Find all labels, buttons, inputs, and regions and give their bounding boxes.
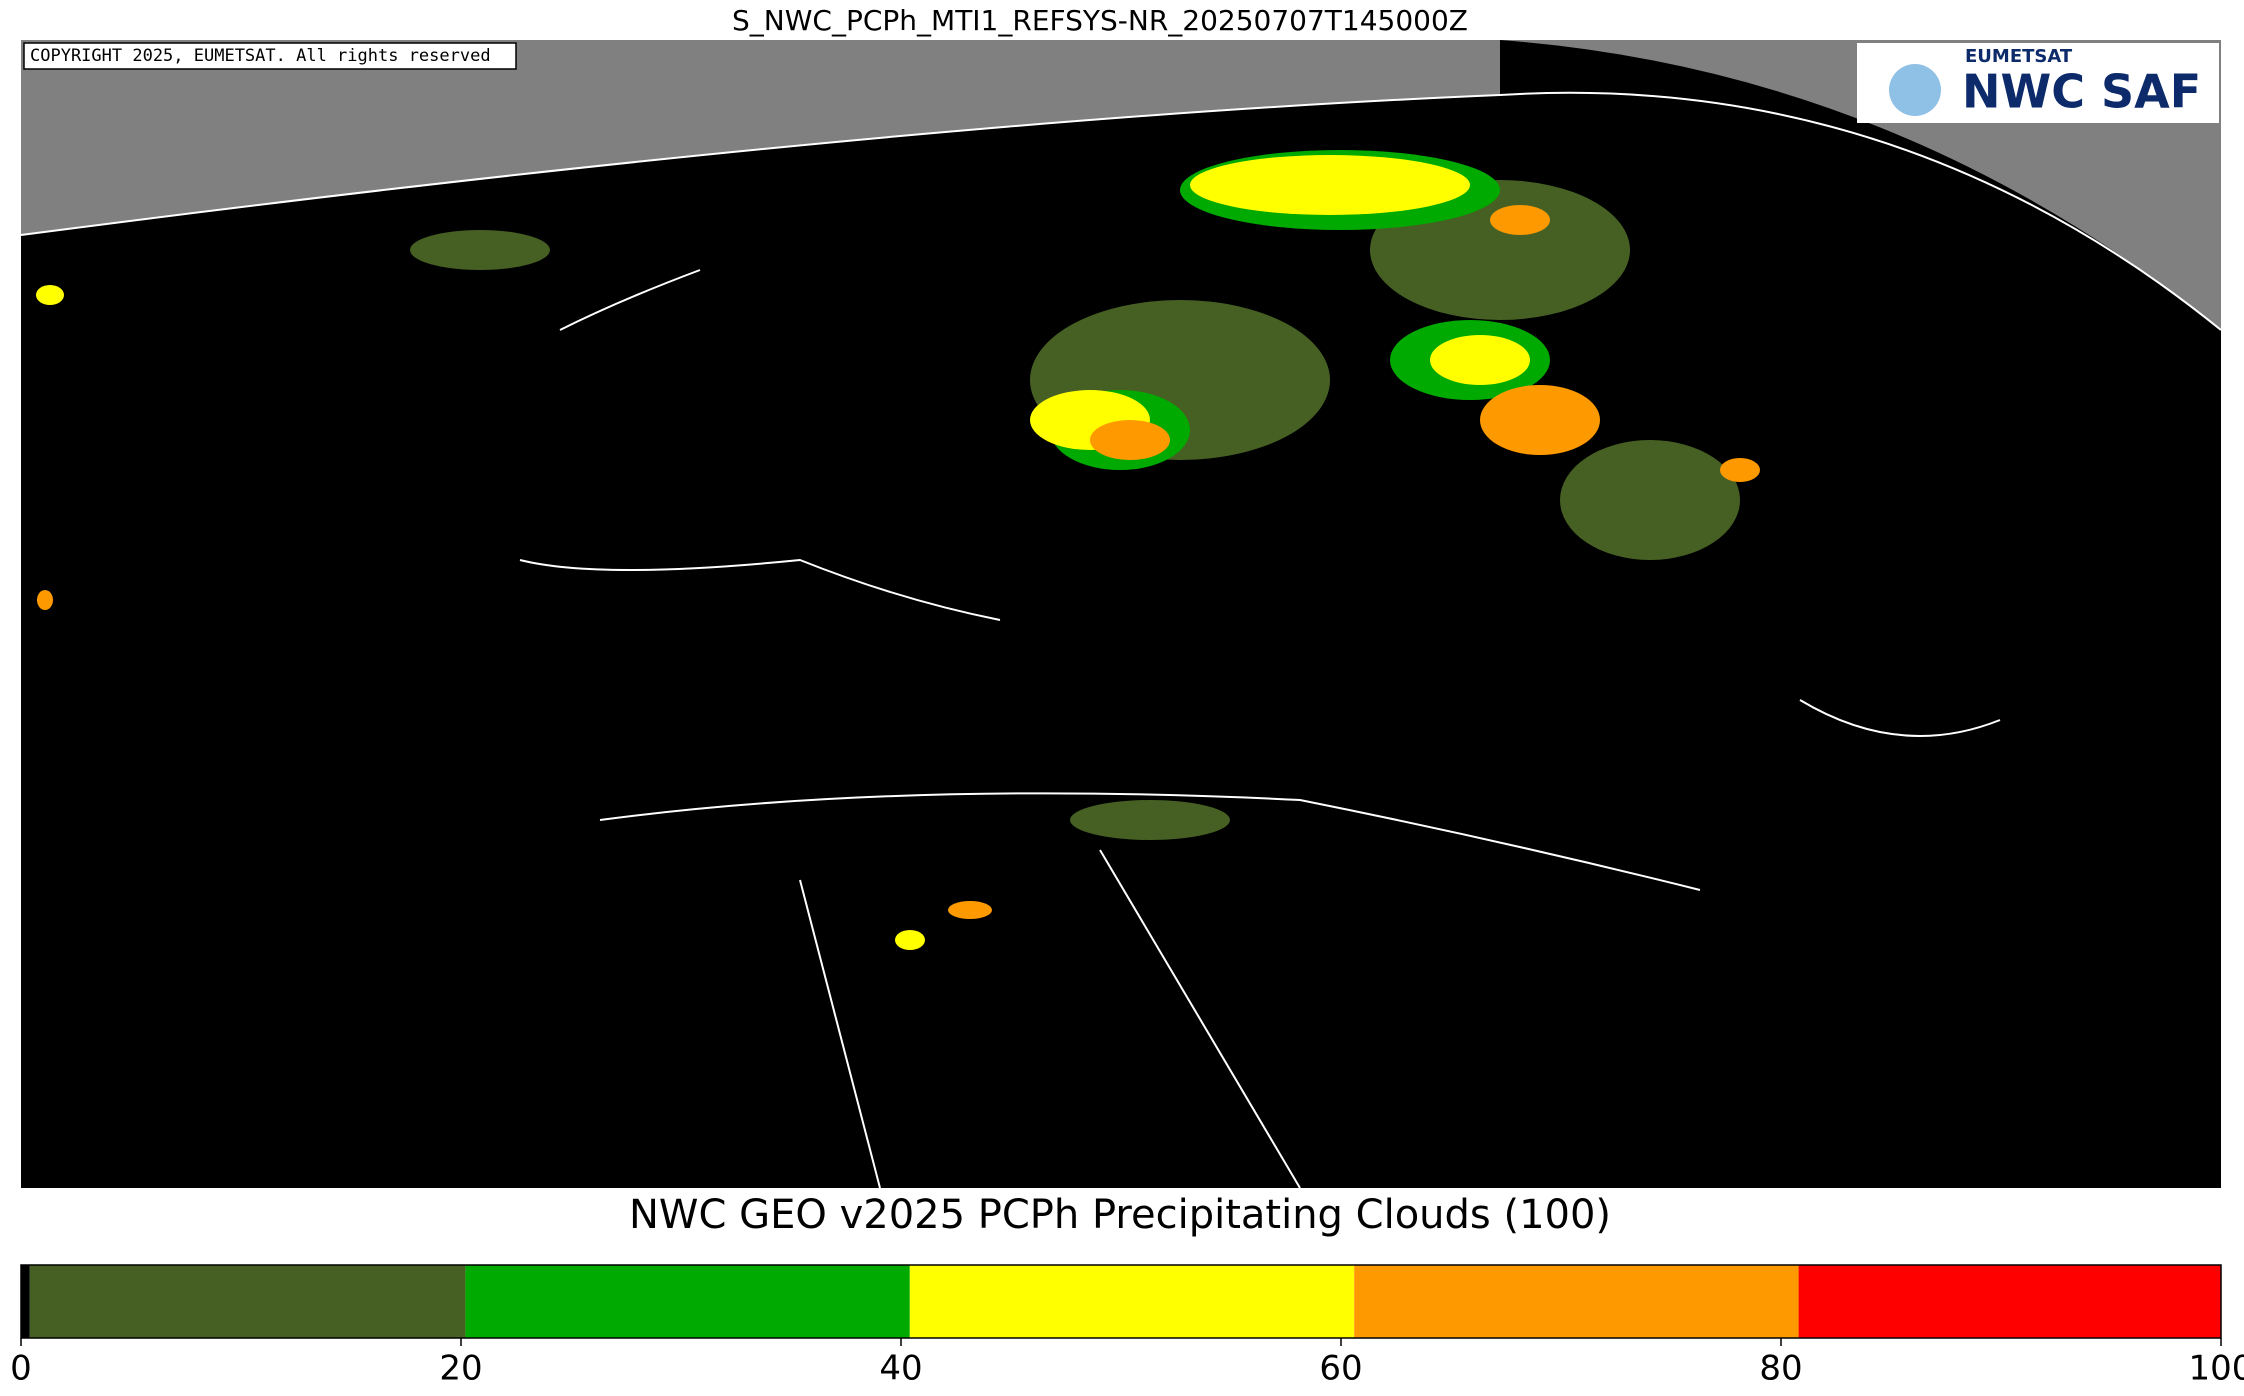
tick-label: 80 <box>1759 1349 1802 1389</box>
map-background <box>21 40 2221 1188</box>
limb <box>20 91 2222 331</box>
colorbar-segment <box>29 1265 466 1338</box>
colorbar-frame <box>20 1264 2222 1339</box>
no-data-area <box>21 40 1500 235</box>
colorbar-segment <box>1798 1265 2221 1338</box>
precip-intense <box>37 205 1760 919</box>
copyright: COPYRIGHT 2025, EUMETSAT. All rights res… <box>30 46 491 66</box>
tick-label: 100 <box>2189 1349 2244 1389</box>
colorbar-segment <box>465 1265 910 1338</box>
borders <box>519 269 2001 1189</box>
colorbar-segment <box>1354 1265 1799 1338</box>
precip-heavy <box>36 155 1530 950</box>
tick-label: 0 <box>10 1349 32 1389</box>
logo-top: EUMETSAT <box>1965 46 2073 67</box>
colorbar-segment <box>909 1265 1355 1338</box>
tick-label: 60 <box>1319 1349 1362 1389</box>
tick-label: 40 <box>879 1349 922 1389</box>
tick-label: 20 <box>439 1349 482 1389</box>
map <box>20 40 2222 1189</box>
colorbar-title: NWC GEO v2025 PCPh Precipitating Clouds … <box>629 1192 1611 1238</box>
map-title: S_NWC_PCPh_MTI1_REFSYS-NR_20250707T14500… <box>732 4 1468 37</box>
precip-light <box>410 180 1740 840</box>
copyright-box <box>23 42 517 70</box>
colorbar: 0 20 40 60 80 100 <box>10 1264 2244 1389</box>
logo-main: NWC SAF <box>1962 65 2201 119</box>
logo-icon <box>1889 64 1941 116</box>
colorbar-segment <box>21 1265 30 1338</box>
